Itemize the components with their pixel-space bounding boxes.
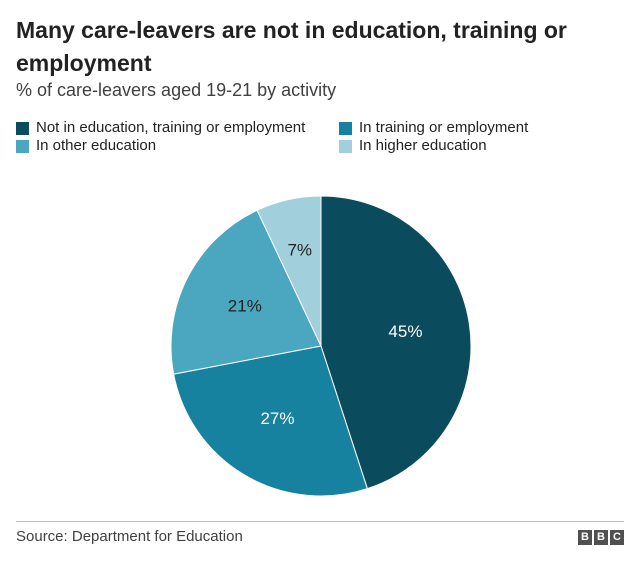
footer-divider bbox=[16, 521, 624, 522]
legend-swatch bbox=[339, 139, 352, 153]
bbc-logo-letter: C bbox=[610, 530, 624, 545]
source-note: Source: Department for Education bbox=[16, 528, 243, 545]
legend-swatch bbox=[339, 121, 352, 135]
pie-data-label: 21% bbox=[228, 297, 262, 316]
pie-data-label: 7% bbox=[287, 240, 312, 259]
pie-slice bbox=[170, 209, 322, 375]
legend-label: In other education bbox=[36, 137, 157, 154]
bbc-logo-letter: B bbox=[594, 530, 608, 545]
pie-data-label: 45% bbox=[388, 322, 422, 341]
legend-label: Not in education, training or employment bbox=[36, 119, 306, 136]
pie-slice bbox=[320, 195, 472, 490]
pie-chart: 45% 27% 21% 7% bbox=[170, 195, 472, 497]
pie-slice bbox=[256, 195, 322, 347]
chart-subtitle: % of care-leavers aged 19-21 by activity bbox=[16, 80, 337, 100]
pie-slice bbox=[173, 345, 368, 497]
legend-item: In higher education bbox=[339, 137, 487, 155]
legend-item: Not in education, training or employment bbox=[16, 119, 305, 137]
legend-swatch bbox=[16, 121, 29, 135]
bbc-logo: B B C bbox=[578, 530, 624, 545]
legend-item: In other education bbox=[16, 137, 156, 155]
bbc-logo-letter: B bbox=[578, 530, 592, 545]
legend-item: In training or employment bbox=[339, 119, 528, 137]
legend-label: In training or employment bbox=[359, 119, 529, 136]
legend-label: In higher education bbox=[359, 137, 487, 154]
legend-swatch bbox=[16, 139, 29, 153]
legend: Not in education, training or employment… bbox=[16, 119, 636, 159]
pie-data-label: 27% bbox=[260, 409, 294, 428]
chart-title: Many care-leavers are not in education, … bbox=[16, 17, 567, 76]
